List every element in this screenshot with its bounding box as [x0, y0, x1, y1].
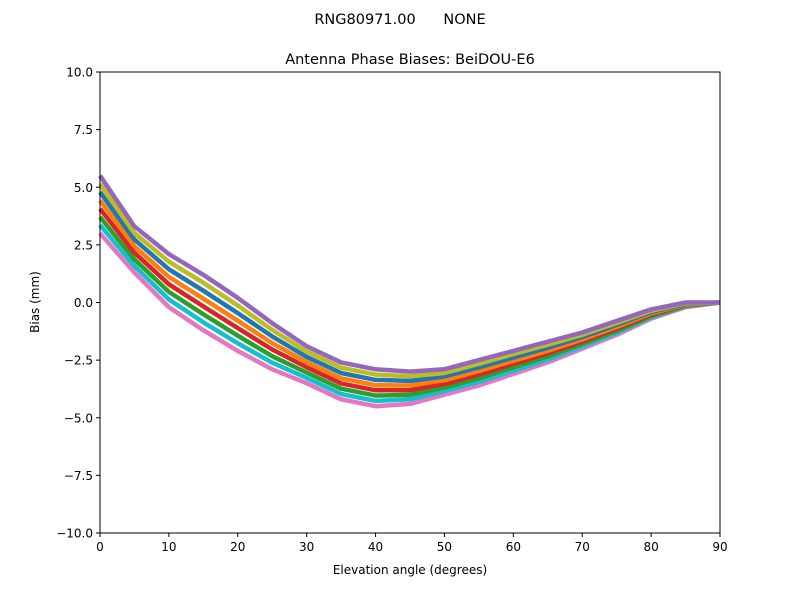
y-tick-label: −2.5: [64, 354, 93, 368]
suptitle: RNG80971.00 NONE: [314, 12, 485, 28]
chart-title: Antenna Phase Biases: BeiDOU-E6: [285, 52, 535, 68]
series-line-s6: [98, 190, 721, 384]
x-axis-label: Elevation angle (degrees): [333, 563, 487, 577]
x-tick-label: 60: [506, 540, 521, 554]
y-tick-label: −5.0: [64, 411, 93, 425]
series-lines: [98, 174, 721, 409]
y-tick-label: −7.5: [64, 469, 93, 483]
series-line-s3: [98, 215, 721, 398]
series-line-s5: [98, 199, 721, 388]
y-tick-label: 7.5: [74, 123, 93, 137]
series-line-s7: [98, 182, 721, 379]
y-tick-label: 2.5: [74, 238, 93, 252]
series-line-s8: [98, 174, 720, 374]
y-tick-label: −10.0: [56, 527, 93, 541]
series-line-s4: [98, 207, 721, 393]
x-tick-label: 50: [437, 540, 452, 554]
x-tick-label: 90: [712, 540, 727, 554]
x-tick-label: 10: [161, 540, 176, 554]
x-tick-label: 70: [575, 540, 590, 554]
x-tick-label: 0: [96, 540, 104, 554]
x-tick-label: 20: [230, 540, 245, 554]
x-tick-label: 30: [299, 540, 314, 554]
x-tick-label: 40: [368, 540, 383, 554]
y-tick-label: 10.0: [66, 66, 93, 80]
y-tick-label: 0.0: [74, 296, 93, 310]
y-axis: 10.0 7.5 5.0 2.5 0.0 −2.5 −5.0 −7.5 −10.0: [56, 66, 100, 541]
y-tick-label: 5.0: [74, 181, 93, 195]
x-axis: 0 10 20 30 40 50 60 70 80 90: [96, 533, 728, 554]
x-tick-label: 80: [643, 540, 658, 554]
axes-frame: [99, 71, 721, 534]
y-axis-label: Bias (mm): [28, 271, 42, 333]
